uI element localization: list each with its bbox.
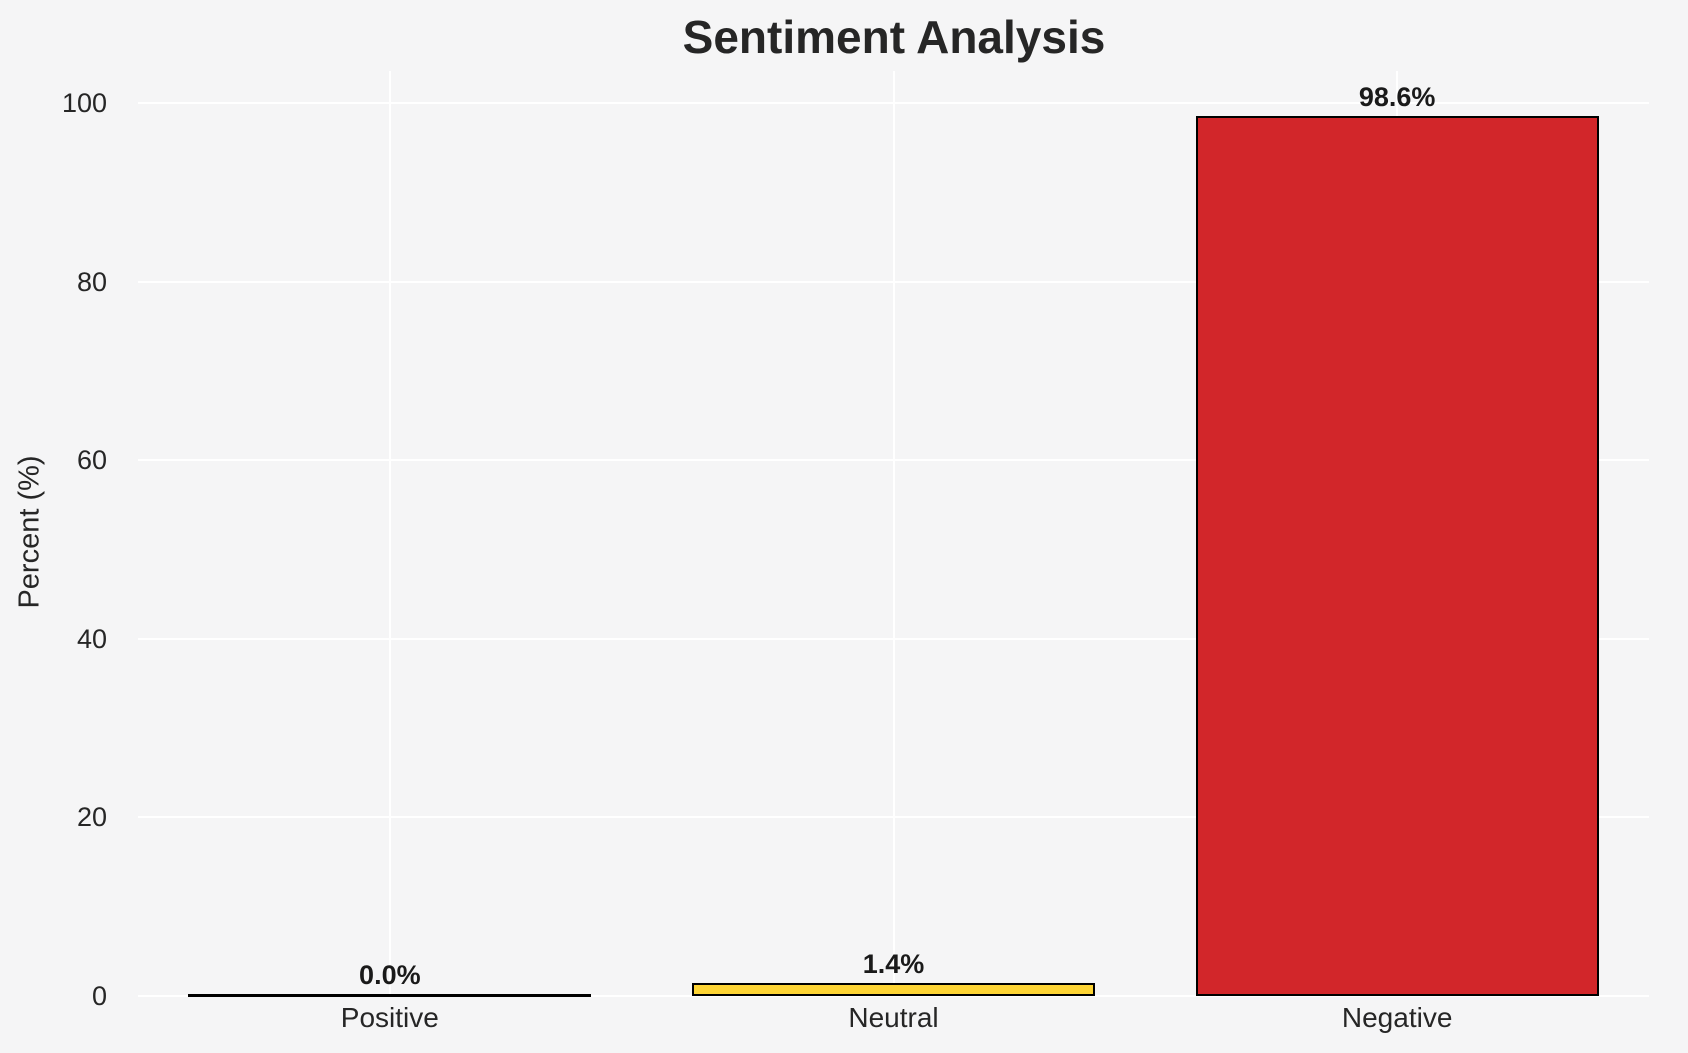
y-tick-label-80: 80 bbox=[76, 266, 107, 297]
x-gridline-neutral bbox=[892, 71, 895, 996]
y-tick-label-0: 0 bbox=[91, 981, 107, 1011]
x-tick-label-negative: Negative bbox=[1341, 1002, 1453, 1033]
y-tick-label-20: 20 bbox=[76, 802, 107, 833]
x-tick-label-positive: Positive bbox=[340, 1002, 439, 1033]
y-tick-label-40: 40 bbox=[76, 623, 107, 654]
y-tick-label-100: 100 bbox=[61, 88, 107, 118]
bar-positive bbox=[188, 994, 591, 997]
bar-negative bbox=[1196, 116, 1599, 996]
y-tick-label-60: 60 bbox=[76, 445, 107, 476]
y-gridline-0 bbox=[138, 995, 1649, 997]
chart-title: Sentiment Analysis bbox=[682, 11, 1106, 63]
bar-value-label-negative: 98.6% bbox=[1358, 82, 1436, 112]
x-gridline-positive bbox=[388, 71, 391, 996]
y-axis-label: Percent (%) bbox=[13, 455, 46, 609]
x-tick-label-neutral: Neutral bbox=[848, 1002, 939, 1033]
bar-value-label-neutral: 1.4% bbox=[862, 949, 925, 979]
bar-value-label-positive: 0.0% bbox=[359, 960, 421, 990]
bar-neutral bbox=[692, 983, 1095, 996]
